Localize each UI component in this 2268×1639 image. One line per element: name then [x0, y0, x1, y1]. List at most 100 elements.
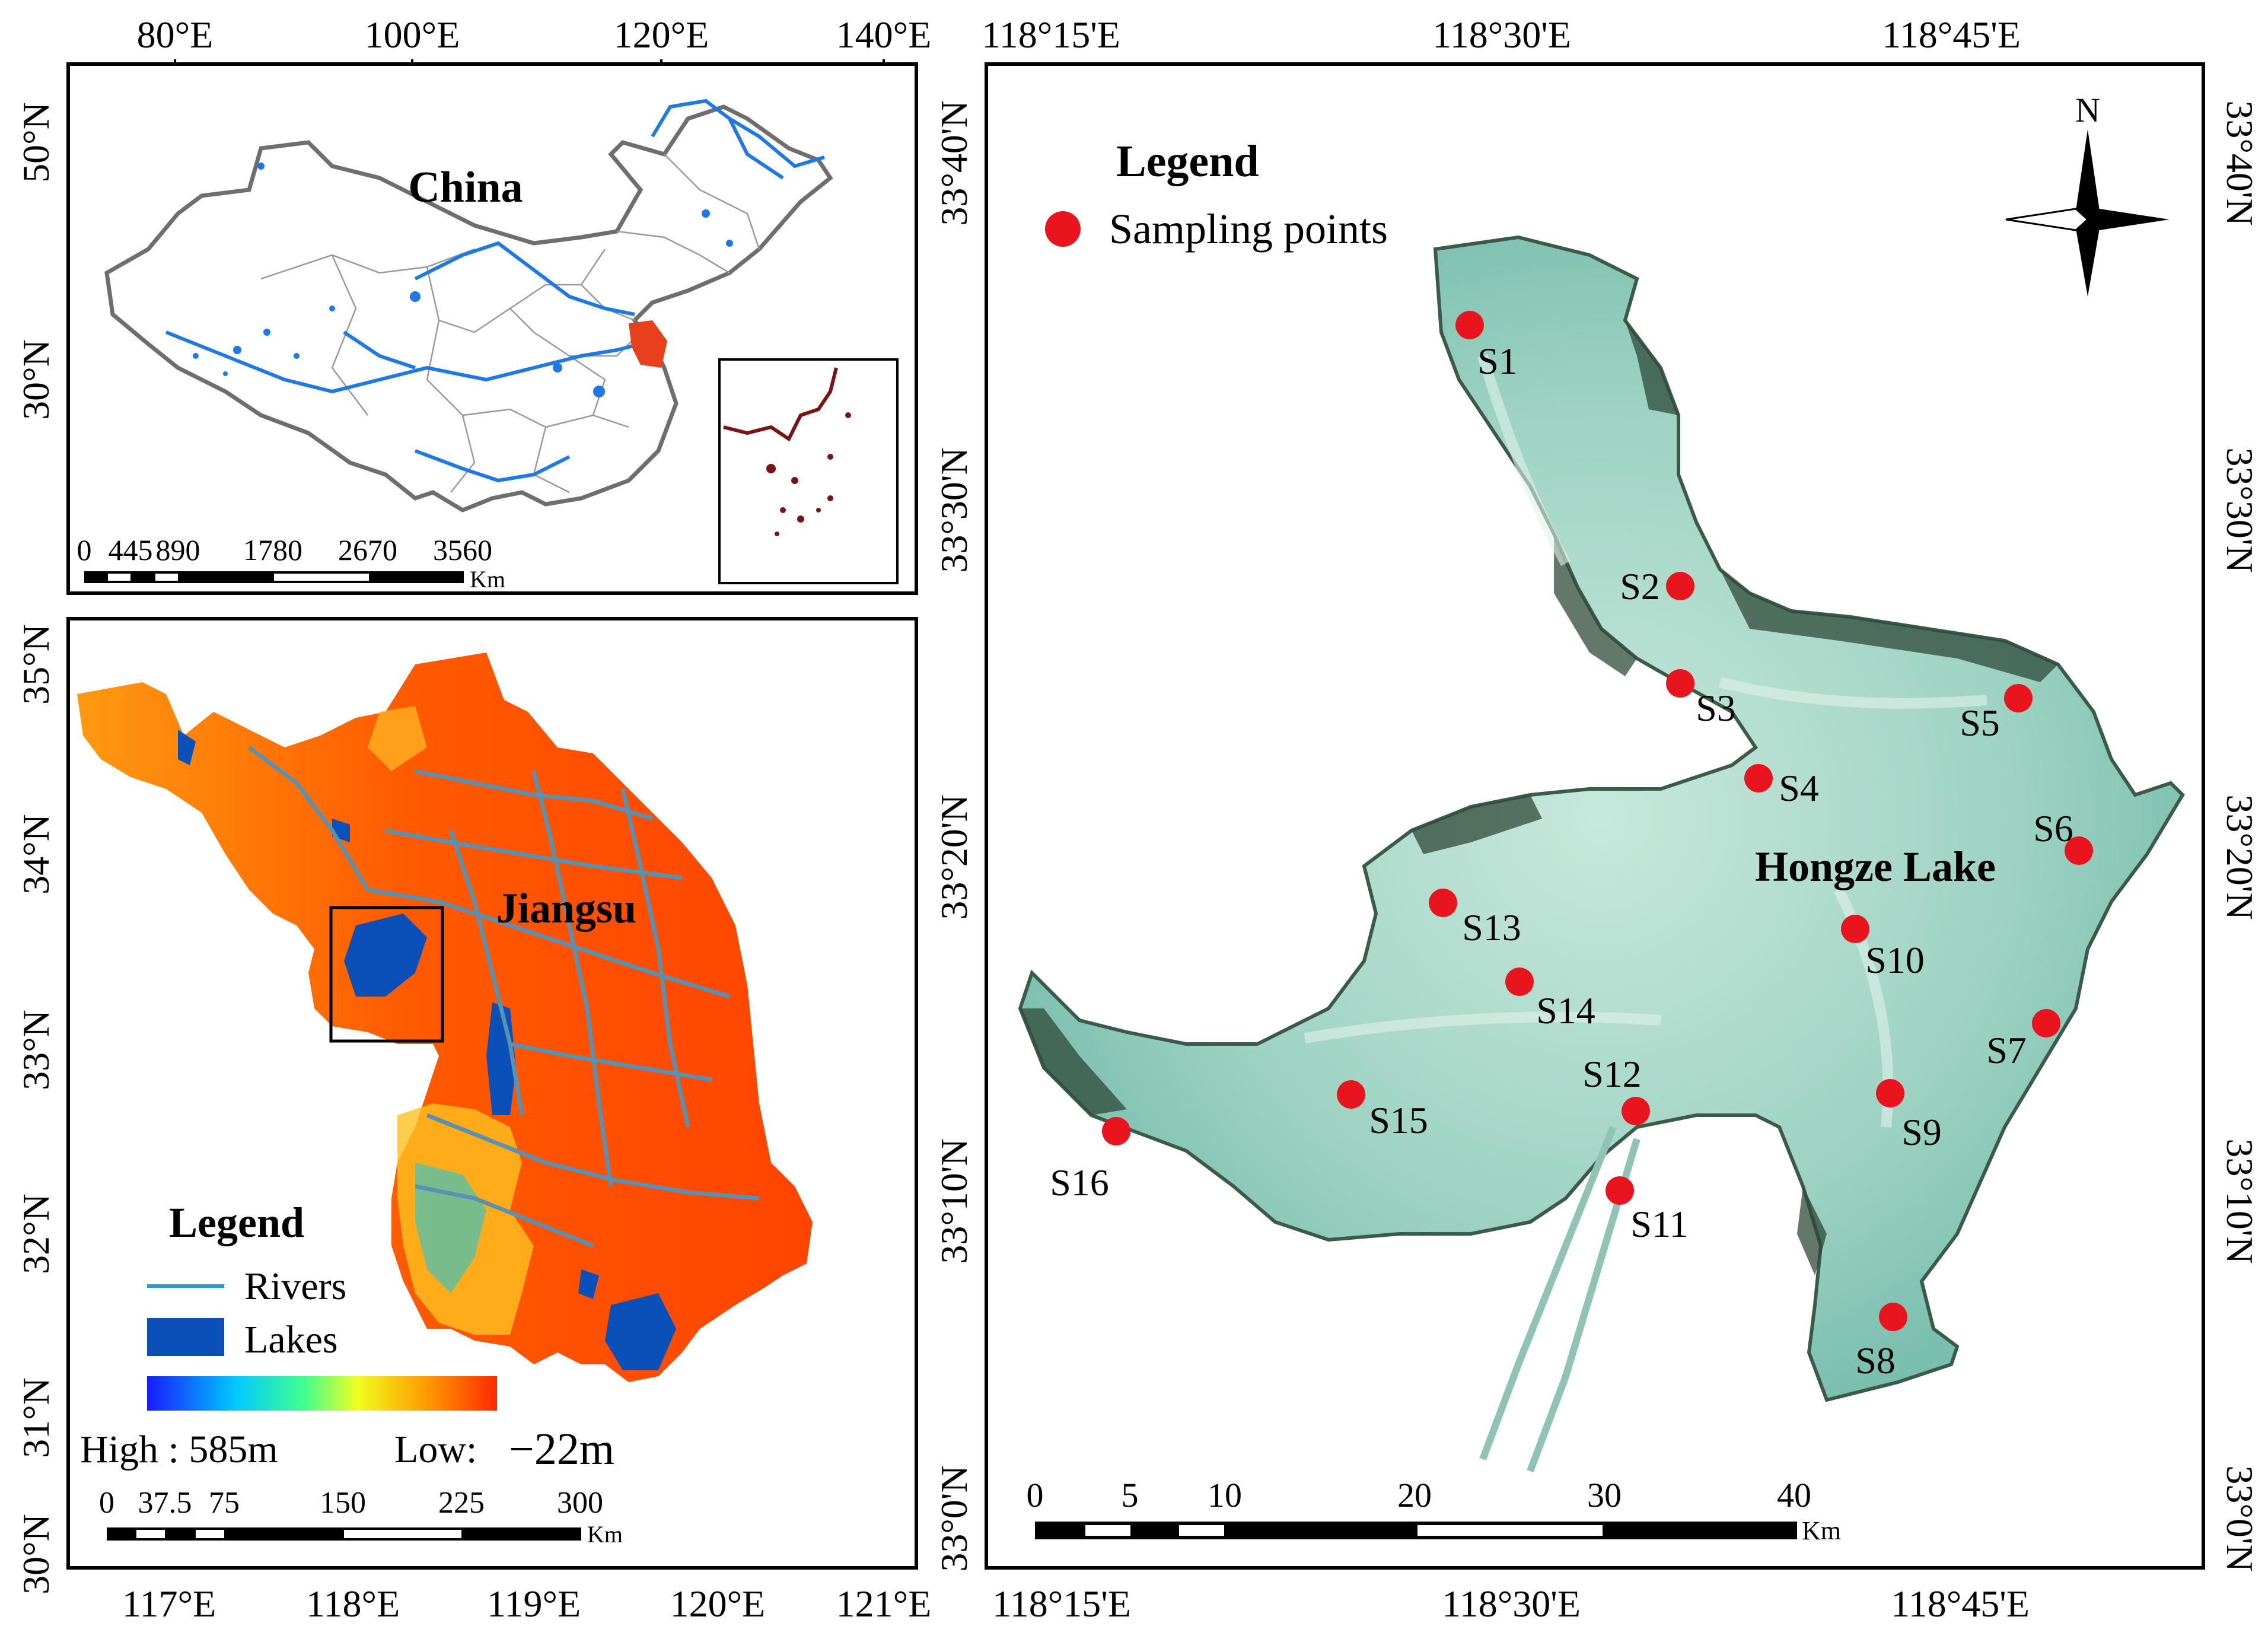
sampling-point-s9: S9 [1876, 1079, 1942, 1153]
china-left-ticks: 50°N 30°N [15, 102, 57, 420]
js-tick-118e: 118°E [306, 1583, 400, 1625]
china-tick-50n: 50°N [15, 102, 57, 183]
hongze-top-ticks: 118°15'E 118°30'E 118°45'E [982, 14, 2021, 56]
china-tick-30n: 30°N [15, 339, 57, 420]
jiangsu-title: Jiangsu [496, 884, 636, 932]
legend-sampling-swatch [1045, 211, 1081, 247]
jiangsu-scale-bar: 0 37.5 75 150 225 300 Km [99, 1486, 623, 1548]
jiangsu-left-ticks: 35°N 34°N 33°N 32°N 31°N 30°N [15, 624, 57, 1595]
hongze-legend-item: Sampling points [1109, 205, 1388, 253]
svg-text:S14: S14 [1536, 989, 1595, 1032]
svg-text:S5: S5 [1960, 702, 2000, 744]
hz-scale-10: 10 [1208, 1476, 1242, 1514]
hz-bottom-tick-45e: 118°45'E [1891, 1583, 2030, 1625]
js-tick-30n: 30°N [15, 1514, 57, 1595]
svg-text:S16: S16 [1050, 1161, 1109, 1204]
china-scale-1780: 1780 [243, 533, 302, 567]
hz-top-tick-15e: 118°15'E [982, 14, 1120, 56]
hongze-bottom-ticks: 118°15'E 118°30'E 118°45'E [992, 1583, 2030, 1625]
hongze-shore-vegetation [1020, 320, 2058, 1275]
china-scale-3560: 3560 [433, 533, 492, 567]
south-china-sea-inset [718, 358, 899, 584]
sampling-point-s1: S1 [1455, 311, 1518, 382]
hz-left-tick-10n: 33°10'N [933, 1138, 975, 1264]
hz-top-tick-30e: 118°30'E [1432, 14, 1571, 56]
svg-text:S6: S6 [2033, 807, 2073, 849]
hongze-locator-box [329, 906, 444, 1043]
china-scale-bar: 0 445 890 1780 2670 3560 Km [77, 533, 506, 593]
js-tick-121e: 121°E [836, 1583, 932, 1625]
js-tick-119e: 119°E [487, 1583, 581, 1625]
hz-scale-40: 40 [1777, 1476, 1811, 1514]
hongze-legend-title: Legend [1116, 136, 1259, 186]
jiangsu-dem [77, 653, 813, 1382]
sampling-point-s3: S3 [1666, 669, 1736, 729]
svg-text:S9: S9 [1901, 1111, 1942, 1153]
js-tick-33n: 33°N [15, 1010, 57, 1090]
china-lakes [193, 163, 733, 397]
china-panel: China 80°E 100°E 120°E 140°E 50°N 30°N 0… [15, 14, 932, 595]
jiangsu-legend-rivers: Rivers [244, 1265, 346, 1308]
sampling-point-s4: S4 [1744, 764, 1819, 809]
china-top-ticks: 80°E 100°E 120°E 140°E [137, 14, 932, 64]
china-tick-100e: 100°E [365, 14, 460, 56]
china-scale-unit: Km [470, 566, 505, 593]
sampling-point-s15: S15 [1337, 1080, 1428, 1141]
sampling-point-s5: S5 [1960, 684, 2033, 744]
hz-right-tick-40n: 33°40'N [2219, 100, 2261, 225]
hz-scale-0: 0 [1027, 1476, 1044, 1514]
china-scale-0: 0 [77, 533, 92, 567]
svg-text:S7: S7 [1986, 1029, 2027, 1071]
js-tick-117e: 117°E [122, 1583, 216, 1625]
hz-left-tick-40n: 33°40'N [933, 100, 975, 225]
svg-text:S13: S13 [1462, 906, 1521, 949]
hz-right-tick-10n: 33°10'N [2219, 1138, 2261, 1264]
svg-text:S3: S3 [1696, 687, 1736, 729]
dem-low-label: Low: [394, 1428, 477, 1471]
china-tick-120e: 120°E [614, 14, 709, 56]
js-scale-300: 300 [557, 1486, 603, 1520]
hongze-legend: Legend Sampling points [1045, 136, 1388, 253]
jiangsu-north-hills [368, 706, 427, 771]
js-scale-225: 225 [438, 1486, 485, 1520]
hongze-panel: Legend Sampling points N Hongze Lake S1 … [933, 14, 2261, 1625]
china-scale-890: 890 [156, 533, 200, 567]
china-tick-140e: 140°E [836, 14, 932, 56]
hz-scale-20: 20 [1397, 1476, 1432, 1514]
js-tick-31n: 31°N [15, 1377, 57, 1458]
hongze-scale-bar: 0 5 10 20 30 40 Km [1027, 1476, 1842, 1545]
dem-high-label: High : 585m [80, 1428, 278, 1471]
china-rivers [165, 98, 825, 483]
jiangsu-bottom-ticks: 117°E 118°E 119°E 120°E 121°E [122, 1583, 932, 1625]
legend-lakes-swatch [147, 1318, 224, 1356]
sampling-point-s2: S2 [1620, 565, 1694, 607]
js-scale-150: 150 [320, 1486, 366, 1520]
china-title: China [408, 163, 523, 212]
js-tick-32n: 32°N [15, 1194, 57, 1274]
sampling-point-s14: S14 [1505, 968, 1595, 1032]
js-scale-0: 0 [99, 1486, 114, 1520]
jiangsu-lakes [178, 730, 676, 1370]
svg-text:S4: S4 [1779, 767, 1819, 809]
js-tick-120e: 120°E [670, 1583, 766, 1625]
dem-low-value: −22m [509, 1424, 614, 1474]
china-scale-2670: 2670 [338, 533, 397, 567]
sampling-point-s7: S7 [1986, 1009, 2060, 1071]
north-arrow-icon: N [2005, 91, 2170, 297]
hz-scale-unit: Km [1802, 1516, 1841, 1545]
sampling-point-s13: S13 [1429, 889, 1521, 949]
jiangsu-highlight [629, 320, 667, 368]
hz-left-tick-20n: 33°20'N [933, 794, 975, 919]
jiangsu-rivers [247, 746, 760, 1248]
js-scale-unit: Km [587, 1521, 623, 1548]
js-tick-35n: 35°N [15, 624, 57, 705]
svg-text:S15: S15 [1369, 1099, 1428, 1141]
hongze-right-ticks: 33°40'N 33°30'N 33°20'N 33°10'N 33°0'N [2219, 100, 2261, 1571]
hongze-left-ticks: 33°40'N 33°30'N 33°20'N 33°10'N 33°0'N [933, 100, 975, 1571]
js-scale-75: 75 [209, 1486, 240, 1520]
sampling-point-s10: S10 [1841, 915, 1925, 981]
hz-right-tick-30n: 33°30'N [2219, 447, 2261, 572]
js-tick-34n: 34°N [15, 814, 57, 895]
svg-text:S10: S10 [1865, 939, 1925, 981]
hz-left-tick-30n: 33°30'N [933, 447, 975, 572]
